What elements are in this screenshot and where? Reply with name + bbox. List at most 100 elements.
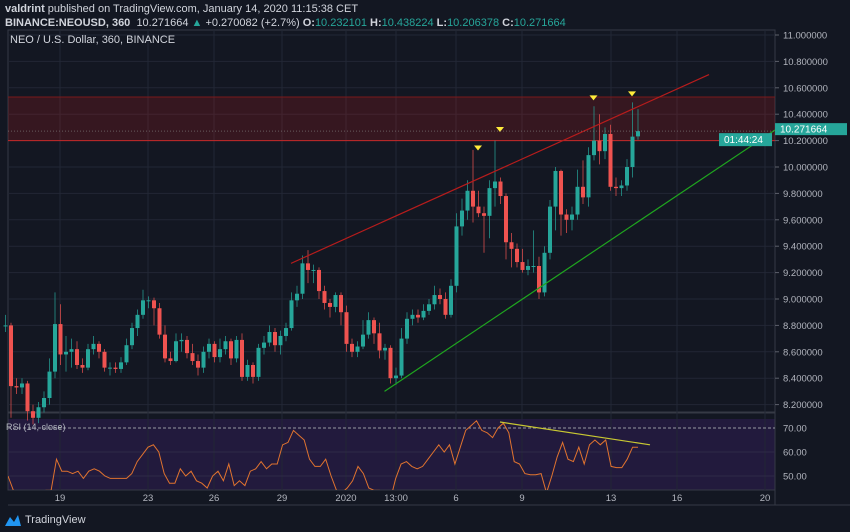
- candle-body: [80, 365, 85, 368]
- time-tick-label: 23: [143, 493, 154, 504]
- candle: [273, 328, 277, 352]
- candle: [119, 357, 123, 373]
- candle: [520, 248, 525, 273]
- price-tick-label: 10.000000: [783, 163, 828, 174]
- candle-body: [141, 300, 145, 315]
- high-label: H:: [370, 17, 382, 29]
- candle-body: [75, 349, 79, 365]
- candle: [597, 114, 602, 165]
- time-tick-label: 9: [519, 493, 524, 504]
- candle: [570, 206, 574, 231]
- candle: [295, 285, 299, 307]
- candle-body: [559, 170, 563, 215]
- candle-body: [388, 347, 393, 379]
- rsi-title: RSI (14, close): [6, 422, 66, 432]
- marker-down-triangle-icon: [474, 145, 482, 151]
- candle-body: [295, 293, 299, 301]
- author: valdrint: [5, 3, 45, 15]
- candle: [201, 346, 206, 373]
- candle-body: [548, 206, 552, 253]
- candle: [388, 345, 393, 384]
- candle-body: [344, 312, 349, 344]
- price-tick-label: 9.600000: [783, 215, 823, 226]
- candle-body: [64, 351, 68, 355]
- candle-body: [361, 334, 365, 347]
- low-value: 10.206378: [447, 17, 500, 29]
- candle: [366, 312, 371, 339]
- publish-info: valdrint published on TradingView.com, J…: [5, 3, 358, 15]
- candle: [564, 209, 569, 233]
- candle-body: [509, 242, 514, 249]
- candle-body: [322, 291, 327, 303]
- candle: [592, 106, 596, 161]
- candle-body: [47, 371, 52, 398]
- candle-body: [608, 134, 613, 187]
- candle-body: [196, 361, 200, 368]
- candle-body: [493, 181, 497, 189]
- candle-body: [201, 351, 206, 368]
- close-value: 10.271664: [513, 17, 566, 29]
- time-tick-label: 13: [606, 493, 617, 504]
- candle-body: [53, 324, 57, 372]
- candle: [399, 328, 404, 379]
- price-tick-label: 10.200000: [783, 136, 828, 147]
- countdown-badge: [719, 133, 772, 147]
- candle: [284, 322, 288, 342]
- candle: [443, 292, 448, 319]
- candle-body: [372, 320, 376, 334]
- open-value: 10.232101: [314, 17, 367, 29]
- symbol: BINANCE:NEOUSD, 360: [5, 17, 131, 29]
- candle-body: [328, 302, 332, 307]
- candle-body: [135, 314, 140, 329]
- candle-body: [20, 383, 24, 388]
- candle-body: [300, 263, 305, 294]
- candle-body: [42, 398, 46, 408]
- price-tick-label: 9.800000: [783, 189, 823, 200]
- candle: [278, 330, 283, 355]
- candle-body: [245, 365, 250, 377]
- candle: [196, 354, 200, 376]
- time-tick-label: 2020: [335, 493, 356, 504]
- candle: [168, 351, 173, 365]
- candle-body: [306, 263, 310, 270]
- candle: [141, 289, 145, 319]
- candle-body: [234, 339, 239, 359]
- candle-body: [157, 308, 162, 335]
- candle: [113, 362, 118, 373]
- candle: [36, 401, 41, 424]
- candle: [559, 169, 563, 236]
- candle-body: [108, 367, 112, 369]
- candle: [25, 380, 30, 421]
- rsi-tick-label: 50.00: [783, 472, 807, 483]
- candle-body: [3, 325, 8, 327]
- candle-body: [399, 338, 404, 376]
- candle: [9, 322, 13, 418]
- candle: [130, 322, 134, 350]
- price-tick-label: 8.200000: [783, 400, 823, 411]
- time-tick-label: 26: [209, 493, 220, 504]
- candle: [207, 338, 211, 359]
- candle: [630, 102, 635, 178]
- price-tick-label: 9.200000: [783, 268, 823, 279]
- candle: [31, 404, 35, 425]
- candle-body: [124, 345, 129, 363]
- candle-body: [102, 351, 107, 368]
- candle: [262, 335, 266, 355]
- candle: [377, 322, 382, 359]
- candle-body: [465, 190, 470, 211]
- candle: [245, 359, 250, 381]
- resistance-zone: [8, 97, 775, 141]
- price-tick-label: 10.400000: [783, 110, 828, 121]
- candle-body: [185, 339, 189, 354]
- candle: [256, 343, 261, 381]
- candle-body: [240, 339, 244, 377]
- candle: [603, 127, 607, 160]
- candle-body: [586, 155, 591, 198]
- candle-body: [163, 334, 167, 359]
- candle-body: [454, 226, 459, 286]
- candle-body: [25, 383, 30, 412]
- candle-body: [449, 285, 453, 315]
- candle-body: [31, 411, 35, 418]
